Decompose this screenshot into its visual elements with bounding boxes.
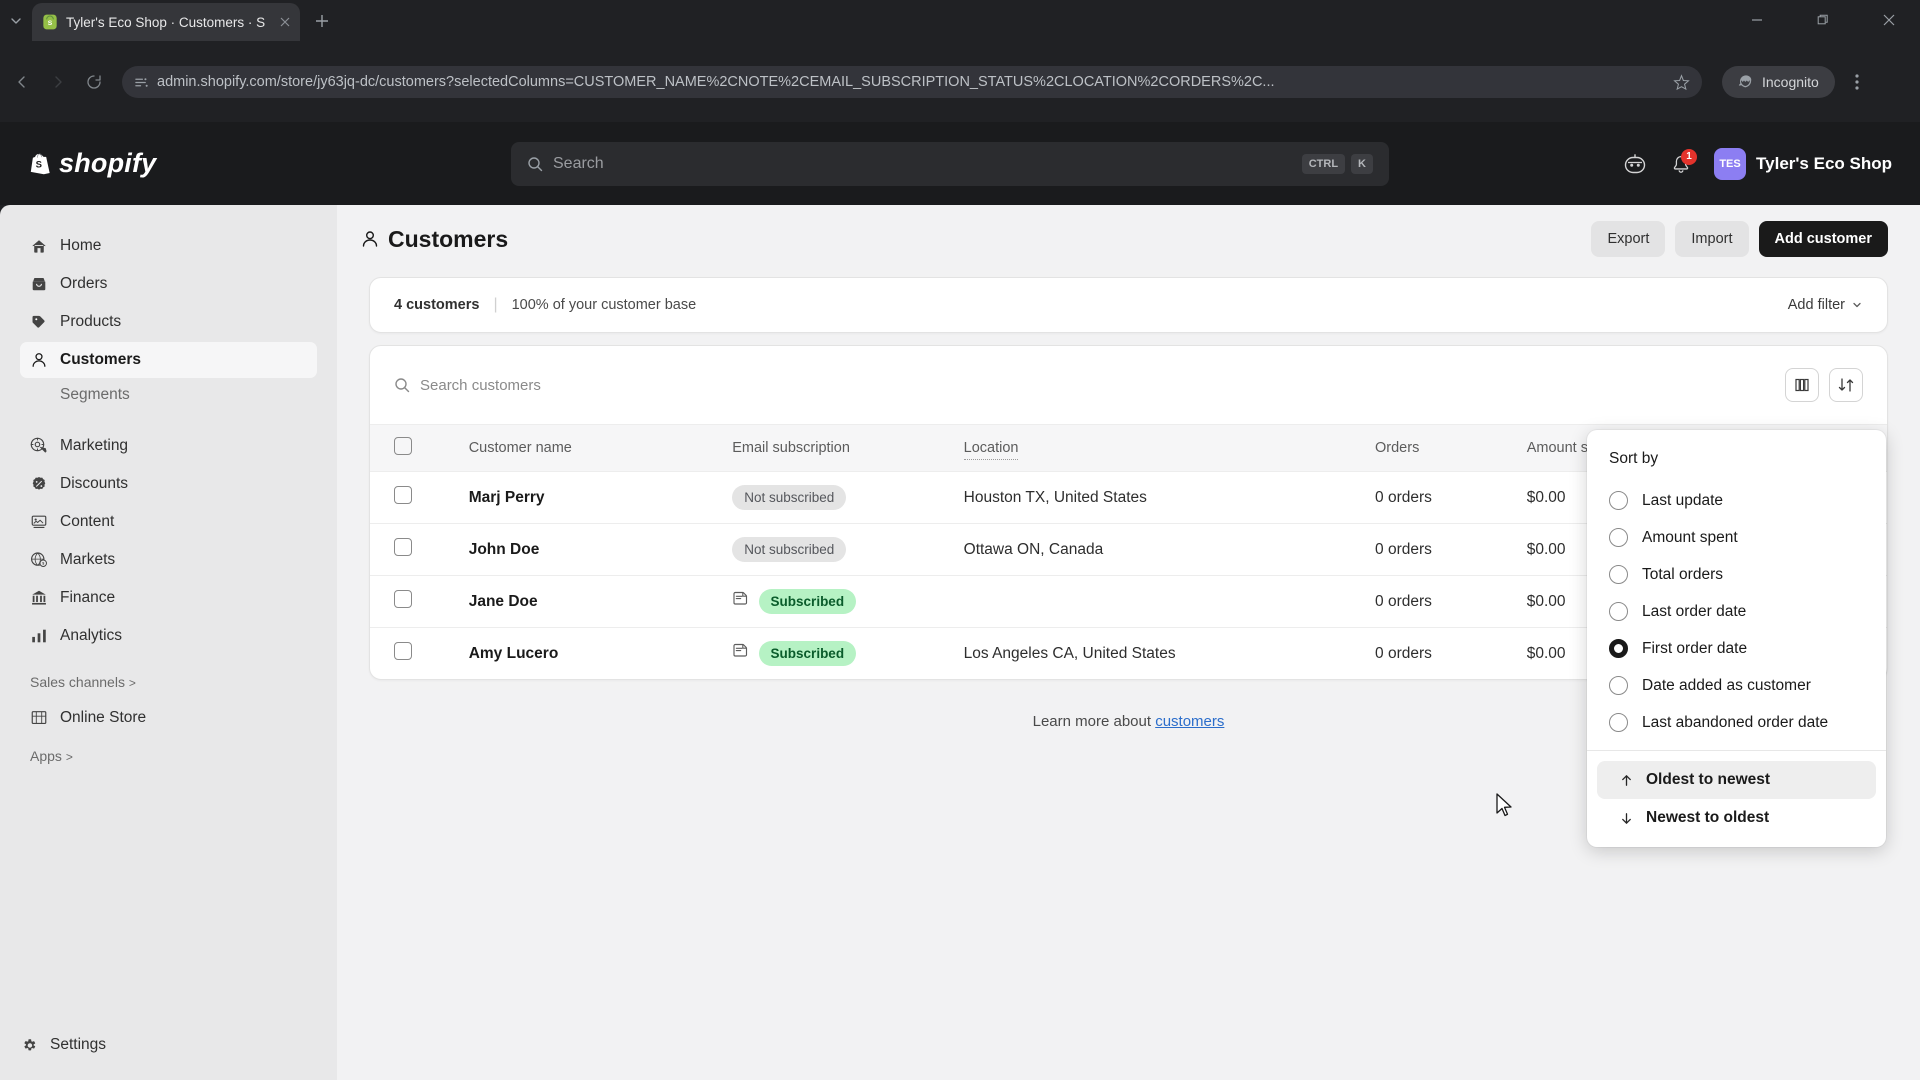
svg-text:$: $ — [42, 562, 44, 566]
svg-text:S: S — [48, 20, 53, 27]
svg-text:S: S — [36, 159, 42, 170]
